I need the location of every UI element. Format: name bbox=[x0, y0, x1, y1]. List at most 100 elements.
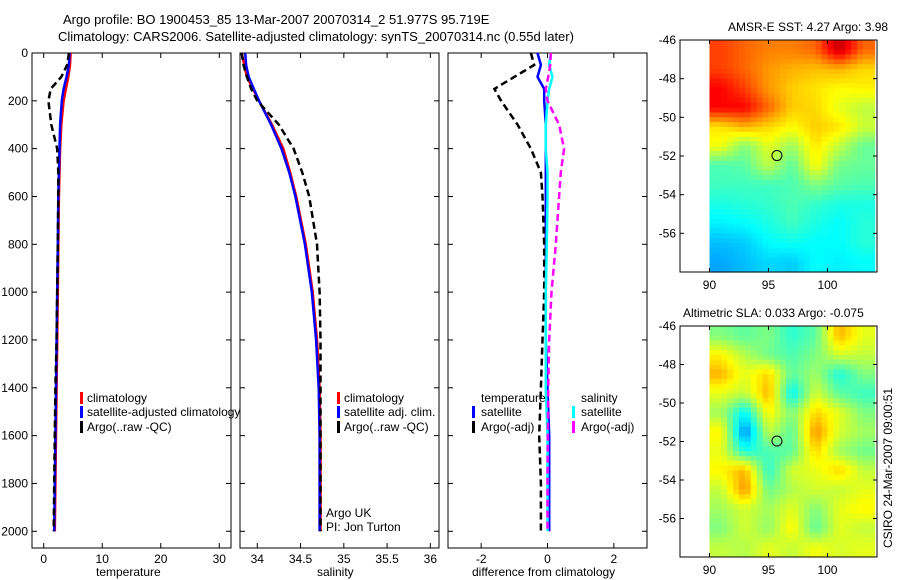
heatmap-cell bbox=[721, 199, 728, 205]
heatmap-cell bbox=[738, 247, 746, 254]
heatmap-cell bbox=[738, 189, 746, 196]
heatmap-cell bbox=[768, 247, 775, 254]
difference-legend: temperature satellite Argo(-adj) salinit… bbox=[472, 391, 634, 434]
heatmap-cell bbox=[797, 436, 805, 443]
heatmap-cell bbox=[845, 83, 852, 89]
heatmap-cell bbox=[780, 552, 787, 558]
heatmap-cell bbox=[750, 262, 758, 268]
heatmap-cell bbox=[809, 156, 817, 162]
heatmap-cell bbox=[821, 160, 829, 167]
heatmap-cell bbox=[833, 499, 840, 505]
heatmap-cell bbox=[750, 398, 758, 404]
heatmap-cell bbox=[721, 465, 728, 471]
heatmap-cell bbox=[856, 122, 864, 128]
heatmap-cell bbox=[856, 59, 864, 65]
heatmap-cell bbox=[827, 378, 834, 385]
heatmap-cell bbox=[803, 83, 811, 89]
heatmap-cell bbox=[845, 431, 852, 438]
heatmap-cell bbox=[862, 112, 870, 118]
heatmap-cell bbox=[709, 112, 716, 118]
heatmap-cell bbox=[851, 398, 858, 404]
heatmap-cell bbox=[797, 537, 805, 544]
heatmap-cell bbox=[815, 446, 823, 452]
heatmap-cell bbox=[762, 417, 770, 423]
heatmap-cell bbox=[862, 73, 870, 80]
heatmap-cell bbox=[803, 78, 811, 85]
heatmap-cell bbox=[868, 378, 876, 385]
heatmap-cell bbox=[727, 489, 734, 496]
heatmap-cell bbox=[756, 494, 764, 500]
heatmap-cell bbox=[803, 374, 811, 380]
heatmap-cell bbox=[856, 160, 864, 167]
heatmap-cell bbox=[868, 122, 876, 128]
figure-title-line2: Climatology: CARS2006. Satellite-adjuste… bbox=[58, 29, 574, 44]
heatmap-cell bbox=[738, 446, 746, 452]
heatmap-cell bbox=[762, 59, 770, 65]
heatmap-cell bbox=[833, 40, 840, 46]
heatmap-cell bbox=[792, 40, 799, 46]
heatmap-cell bbox=[845, 54, 852, 60]
heatmap-cell bbox=[786, 335, 793, 342]
heatmap-cell bbox=[768, 160, 775, 167]
heatmap-cell bbox=[721, 73, 728, 80]
heatmap-cell bbox=[744, 78, 752, 85]
y-tick-label: 1800 bbox=[1, 476, 28, 490]
heatmap-cell bbox=[750, 412, 758, 419]
heatmap-cell bbox=[780, 44, 787, 51]
heatmap-cell bbox=[744, 69, 752, 75]
heatmap-cell bbox=[721, 49, 728, 56]
heatmap-cell bbox=[780, 218, 787, 225]
heatmap-cell bbox=[733, 262, 740, 268]
heatmap-cell bbox=[715, 494, 722, 500]
heatmap-cell bbox=[750, 267, 758, 273]
heatmap-cell bbox=[744, 257, 752, 263]
heatmap-cell bbox=[833, 441, 840, 447]
heatmap-cell bbox=[792, 223, 799, 230]
heatmap-cell bbox=[750, 59, 758, 65]
heatmap-cell bbox=[750, 508, 758, 515]
y-tick-label: 0 bbox=[21, 46, 28, 60]
heatmap-cell bbox=[862, 499, 870, 505]
heatmap-cell bbox=[768, 480, 775, 486]
heatmap-cell bbox=[862, 189, 870, 196]
heatmap-cell bbox=[833, 359, 840, 366]
heatmap-cell bbox=[768, 122, 775, 128]
heatmap-cell bbox=[821, 218, 829, 225]
heatmap-cell bbox=[768, 102, 775, 109]
heatmap-cell bbox=[709, 542, 716, 548]
heatmap-cell bbox=[856, 49, 864, 56]
heatmap-cell bbox=[803, 175, 811, 181]
heatmap-cell bbox=[792, 88, 799, 94]
heatmap-cell bbox=[780, 504, 787, 510]
heatmap-cell bbox=[868, 369, 876, 375]
heatmap-cell bbox=[792, 160, 799, 167]
legend-label: satellite adj. clim. bbox=[344, 405, 435, 419]
heatmap-cell bbox=[803, 151, 811, 157]
heatmap-cell bbox=[733, 475, 740, 481]
heatmap-cell bbox=[803, 218, 811, 225]
heatmap-cell bbox=[756, 194, 764, 201]
heatmap-cell bbox=[750, 364, 758, 370]
heatmap-cell bbox=[744, 470, 752, 476]
heatmap-cell bbox=[727, 359, 734, 366]
heatmap-cell bbox=[715, 194, 722, 201]
heatmap-cell bbox=[750, 122, 758, 128]
heatmap-cell bbox=[768, 422, 775, 428]
heatmap-cell bbox=[815, 156, 823, 162]
heatmap-cell bbox=[768, 378, 775, 385]
heatmap-cell bbox=[721, 59, 728, 65]
heatmap-cell bbox=[786, 542, 793, 548]
heatmap-cell bbox=[815, 518, 823, 524]
heatmap-cell bbox=[845, 49, 852, 56]
heatmap-cell bbox=[792, 214, 799, 220]
heatmap-cell bbox=[827, 141, 834, 147]
heatmap-cell bbox=[762, 340, 770, 346]
heatmap-cell bbox=[715, 460, 722, 467]
heatmap-cell bbox=[868, 78, 876, 85]
heatmap-cell bbox=[709, 228, 716, 234]
heatmap-cell bbox=[803, 369, 811, 375]
heatmap-cell bbox=[851, 189, 858, 196]
heatmap-cell bbox=[727, 189, 734, 196]
heatmap-cell bbox=[797, 180, 805, 186]
heatmap-cell bbox=[709, 141, 716, 147]
